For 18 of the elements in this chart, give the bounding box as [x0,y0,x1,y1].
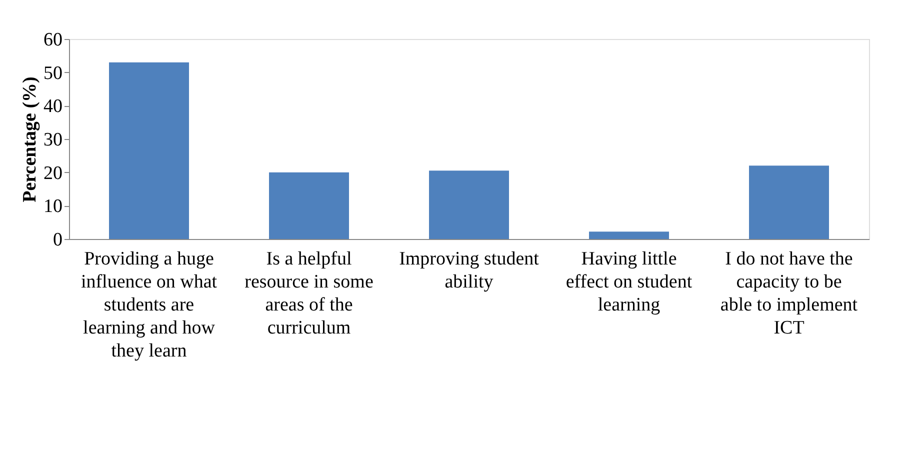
bar [269,172,349,239]
x-tick-label: Improving student ability [399,248,540,292]
x-tick-label: Having little effect on student learning [566,248,693,316]
y-tick-label: 50 [44,62,62,84]
x-tick-label: I do not have the capacity to be able to implement ICT [720,248,858,338]
bar [749,166,829,239]
y-tick-label: 60 [44,30,62,50]
y-axis-title: Percentage (%) [20,76,40,202]
bar [589,232,669,239]
y-tick-label: 20 [44,162,62,184]
bar [429,170,509,239]
y-tick-label: 30 [44,130,62,150]
x-tick-label: Providing a huge influence on what students are learning and how they learn [80,248,218,362]
x-tick-label: Is a helpful resource in some areas of the curriculum [244,248,374,338]
bar [109,62,189,239]
y-tick-label: 40 [44,96,62,118]
y-tick-label: 10 [44,196,62,218]
y-tick-label: 0 [53,230,62,250]
